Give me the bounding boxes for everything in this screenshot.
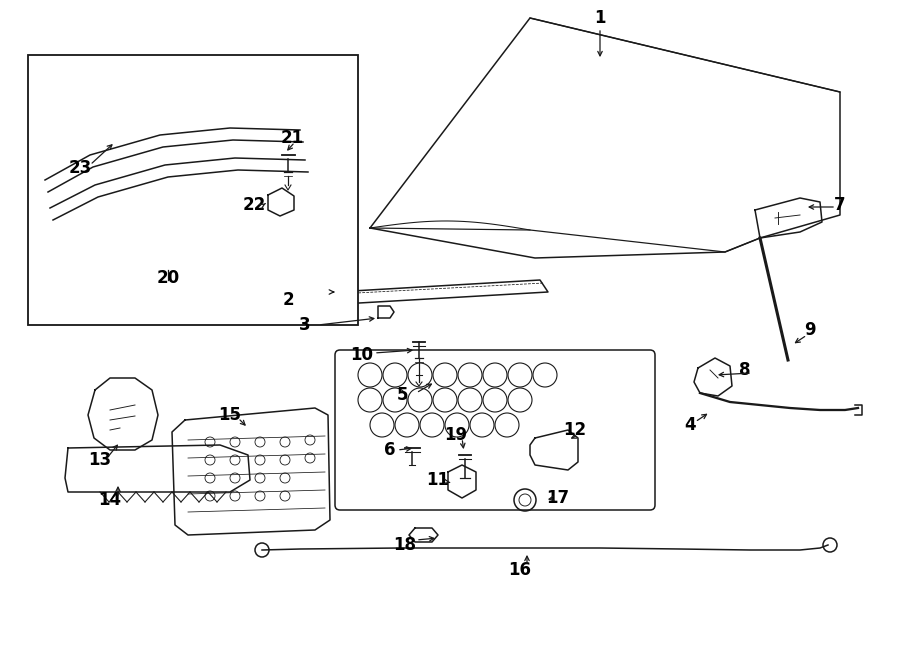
Text: 18: 18 — [393, 536, 417, 554]
Text: 4: 4 — [684, 416, 696, 434]
Text: 16: 16 — [508, 561, 532, 579]
Bar — [28, 55, 358, 325]
Text: 19: 19 — [445, 426, 468, 444]
Text: 1: 1 — [594, 9, 606, 27]
Text: 13: 13 — [88, 451, 112, 469]
Text: 10: 10 — [350, 346, 374, 364]
Text: 6: 6 — [384, 441, 396, 459]
Text: 3: 3 — [299, 316, 310, 334]
Text: 9: 9 — [805, 321, 815, 339]
Text: 12: 12 — [563, 421, 587, 439]
Text: 15: 15 — [219, 406, 241, 424]
Text: 2: 2 — [283, 291, 293, 309]
Text: 14: 14 — [98, 491, 122, 509]
Text: 17: 17 — [546, 489, 570, 507]
Text: 7: 7 — [834, 196, 846, 214]
Text: 23: 23 — [68, 159, 92, 177]
Text: 20: 20 — [157, 269, 180, 287]
Text: 5: 5 — [397, 386, 409, 404]
Text: 11: 11 — [427, 471, 449, 489]
Text: 8: 8 — [739, 361, 751, 379]
Text: 22: 22 — [242, 196, 266, 214]
Text: 21: 21 — [281, 129, 303, 147]
